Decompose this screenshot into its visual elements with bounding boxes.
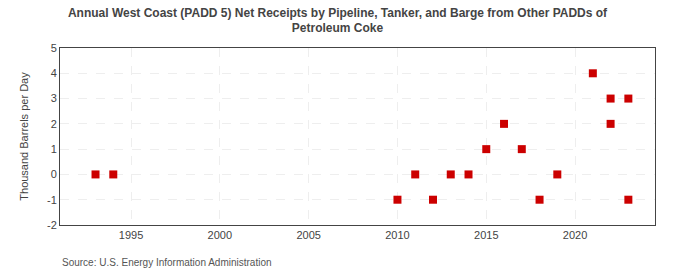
svg-text:4: 4: [51, 67, 57, 79]
svg-text:Source: U.S. Energy Informatio: Source: U.S. Energy Information Administ…: [62, 257, 272, 268]
svg-text:2020: 2020: [563, 229, 587, 241]
svg-text:-1: -1: [47, 194, 57, 206]
svg-text:2005: 2005: [296, 229, 320, 241]
svg-text:3: 3: [51, 92, 57, 104]
svg-text:Annual West Coast (PADD 5) Net: Annual West Coast (PADD 5) Net Receipts …: [68, 6, 608, 36]
svg-text:2015: 2015: [474, 229, 498, 241]
svg-text:1995: 1995: [119, 229, 143, 241]
svg-text:5: 5: [51, 42, 57, 54]
svg-text:2: 2: [51, 118, 57, 130]
svg-text:Thousand Barrels per Day: Thousand Barrels per Day: [18, 72, 30, 201]
svg-text:-2: -2: [47, 219, 57, 231]
svg-text:0: 0: [51, 168, 57, 180]
svg-text:2000: 2000: [208, 229, 232, 241]
svg-text:1: 1: [51, 143, 57, 155]
svg-text:2010: 2010: [385, 229, 409, 241]
